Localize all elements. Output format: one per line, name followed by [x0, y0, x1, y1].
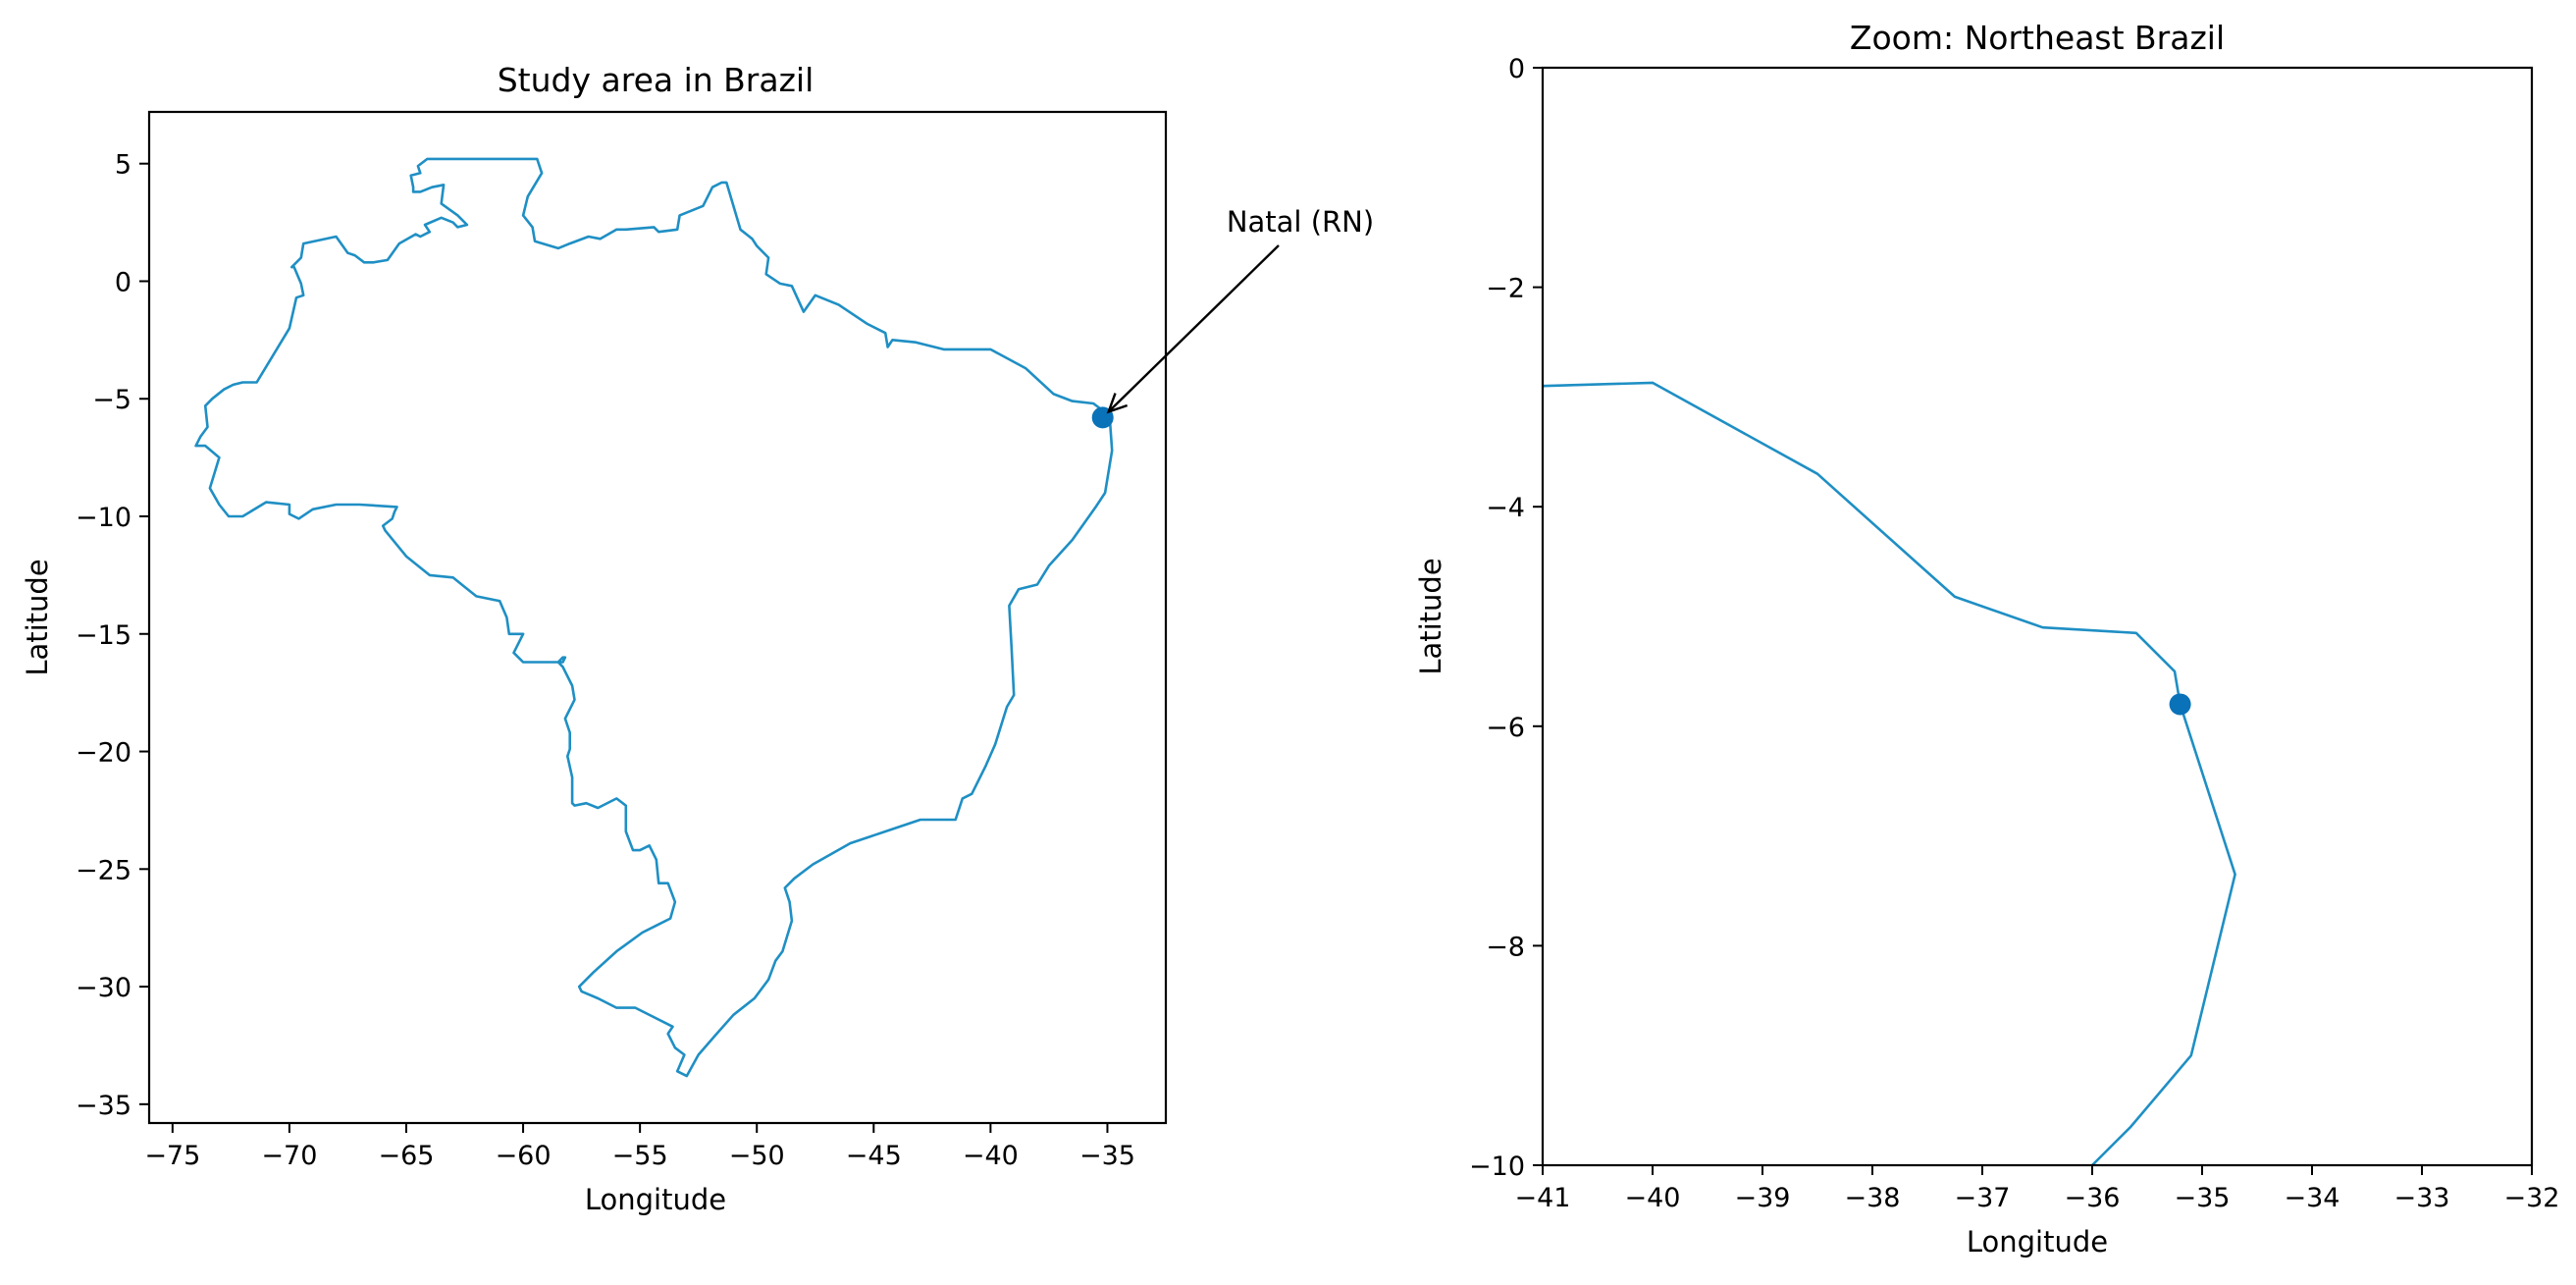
x-tick-label: −65 — [378, 1141, 434, 1171]
x-tick-label: −45 — [846, 1141, 902, 1171]
coastline-segment — [1543, 381, 2236, 1165]
y-tick-label: −5 — [92, 385, 131, 415]
northeast-zoom-ticks: −41 −40 −39 −38 −37 −36 −35 −34 −33 −32 0 −2 −4 −6 −8 −… — [1469, 54, 2559, 1213]
y-tick-label: −4 — [1486, 493, 1525, 523]
natal-annotation-arrowhead — [1106, 393, 1129, 414]
y-tick-label: −35 — [76, 1091, 131, 1121]
northeast-zoom-panel: Zoom: Northeast Brazil −41 −40 −39 −38 −37 −3… — [1414, 19, 2559, 1258]
x-tick-label: −35 — [1079, 1141, 1135, 1171]
y-tick-label: −30 — [76, 973, 131, 1003]
y-tick-label: −20 — [76, 738, 131, 769]
y-tick-label: −8 — [1486, 932, 1525, 962]
northeast-zoom-title: Zoom: Northeast Brazil — [1850, 19, 2225, 57]
plot-area — [194, 157, 1114, 1078]
brazil-map-data — [194, 157, 1280, 1078]
natal-annotation-label: Natal (RN) — [1227, 205, 1374, 239]
brazil-outline — [194, 157, 1114, 1078]
x-tick-label: −33 — [2394, 1183, 2450, 1213]
y-tick-label: 0 — [1508, 54, 1525, 84]
y-tick-label: −10 — [76, 503, 131, 533]
brazil-map-ylabel: Latitude — [21, 559, 54, 675]
y-tick-label: −15 — [76, 620, 131, 651]
x-tick-label: −50 — [729, 1141, 785, 1171]
y-tick-label: −6 — [1486, 713, 1525, 743]
plot-area — [1543, 381, 2236, 1165]
x-tick-label: −34 — [2285, 1183, 2340, 1213]
northeast-zoom-xlabel: Longitude — [1967, 1225, 2108, 1258]
y-tick-label: −2 — [1486, 274, 1525, 304]
brazil-map-axes-frame — [147, 110, 1168, 1125]
x-tick-label: −40 — [963, 1141, 1019, 1171]
brazil-map-xlabel: Longitude — [585, 1183, 726, 1216]
y-tick-label: −10 — [1469, 1151, 1525, 1182]
brazil-map-ticks: −75 −70 −65 −60 −55 −50 −45 −40 −35 5 0 −5 −10 −15 −20… — [76, 150, 1135, 1171]
x-tick-label: −70 — [261, 1141, 317, 1171]
x-tick-label: −75 — [144, 1141, 200, 1171]
brazil-map-panel: Study area in Brazil −75 −70 −65 −60 −55 −50−… — [21, 61, 1374, 1216]
y-tick-label: −25 — [76, 855, 131, 885]
x-tick-label: −39 — [1735, 1183, 1791, 1213]
x-tick-label: −35 — [2175, 1183, 2231, 1213]
x-tick-label: −32 — [2504, 1183, 2560, 1213]
y-tick-label: 5 — [115, 150, 131, 181]
northeast-zoom-ylabel: Latitude — [1414, 558, 1447, 674]
brazil-map-title: Study area in Brazil — [498, 61, 815, 99]
y-tick-label: 0 — [115, 267, 131, 297]
x-tick-label: −37 — [1955, 1183, 2011, 1213]
x-tick-label: −40 — [1625, 1183, 1681, 1213]
x-tick-label: −38 — [1845, 1183, 1901, 1213]
natal-annotation-arrow — [1107, 244, 1280, 413]
x-tick-label: −41 — [1515, 1183, 1571, 1213]
natal-location-marker — [2169, 693, 2191, 716]
northeast-zoom-data — [1543, 381, 2236, 1165]
x-tick-label: −55 — [612, 1141, 668, 1171]
x-tick-label: −60 — [496, 1141, 552, 1171]
northeast-zoom-axes-frame — [1541, 66, 2534, 1167]
x-tick-label: −36 — [2065, 1183, 2121, 1213]
